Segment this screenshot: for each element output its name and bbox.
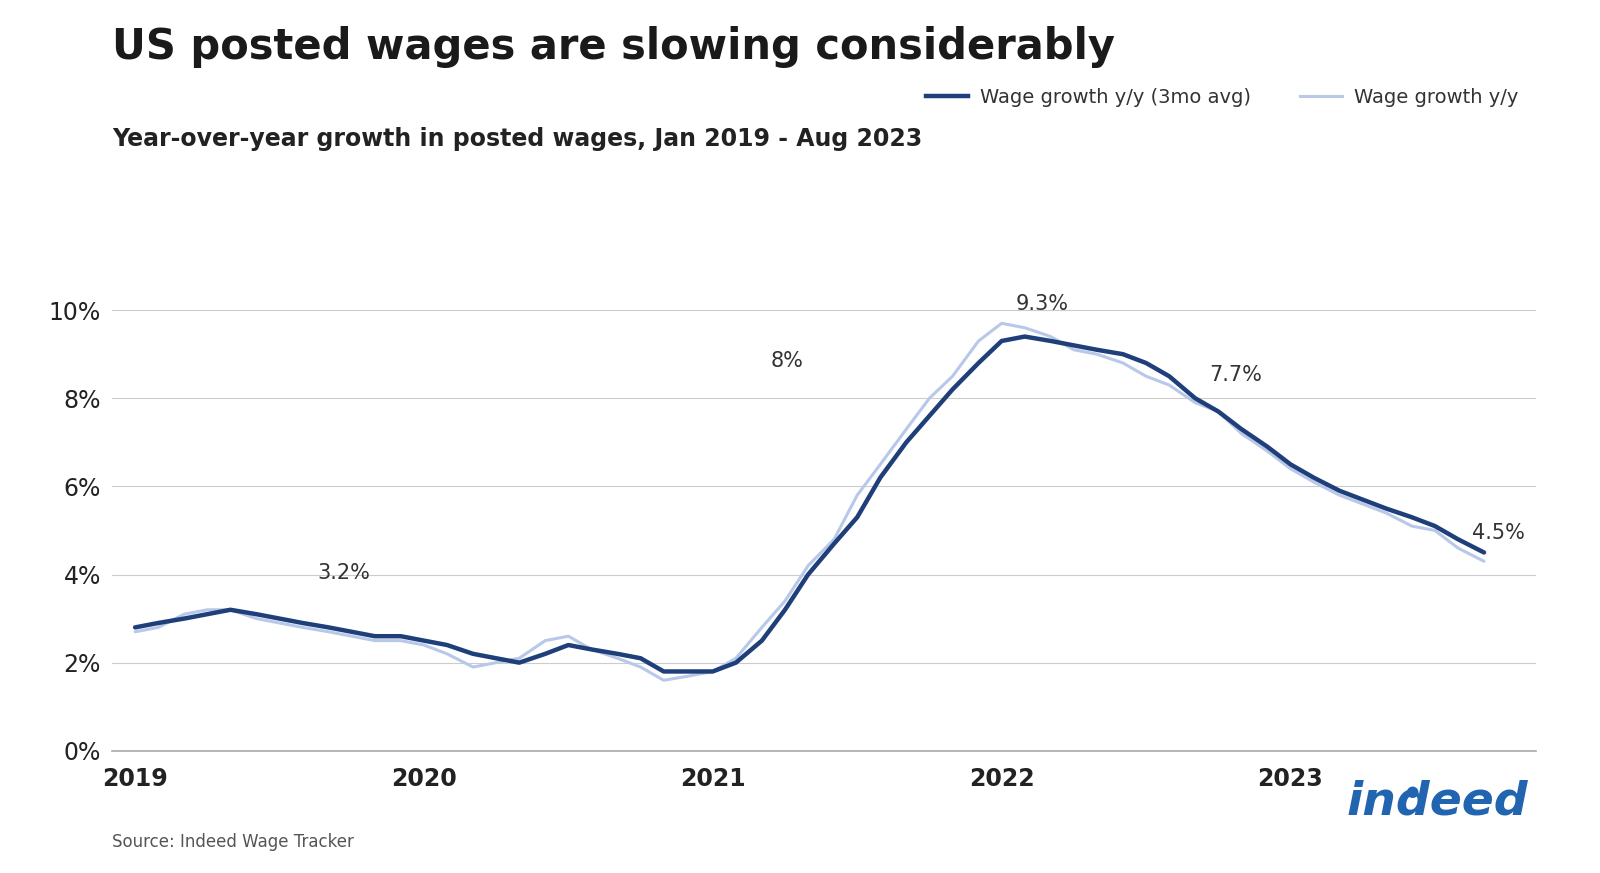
Text: Year-over-year growth in posted wages, Jan 2019 - Aug 2023: Year-over-year growth in posted wages, J… xyxy=(112,127,922,150)
Text: 9.3%: 9.3% xyxy=(1016,294,1069,314)
Text: 7.7%: 7.7% xyxy=(1210,365,1262,385)
Text: 3.2%: 3.2% xyxy=(317,563,370,583)
Legend: Wage growth y/y (3mo avg), Wage growth y/y: Wage growth y/y (3mo avg), Wage growth y… xyxy=(918,80,1526,115)
Text: ●: ● xyxy=(1405,784,1418,799)
Text: indeed: indeed xyxy=(1346,780,1528,825)
Text: 8%: 8% xyxy=(771,352,803,371)
Text: US posted wages are slowing considerably: US posted wages are slowing considerably xyxy=(112,26,1115,68)
Text: Source: Indeed Wage Tracker: Source: Indeed Wage Tracker xyxy=(112,833,354,851)
Text: 4.5%: 4.5% xyxy=(1472,523,1525,543)
